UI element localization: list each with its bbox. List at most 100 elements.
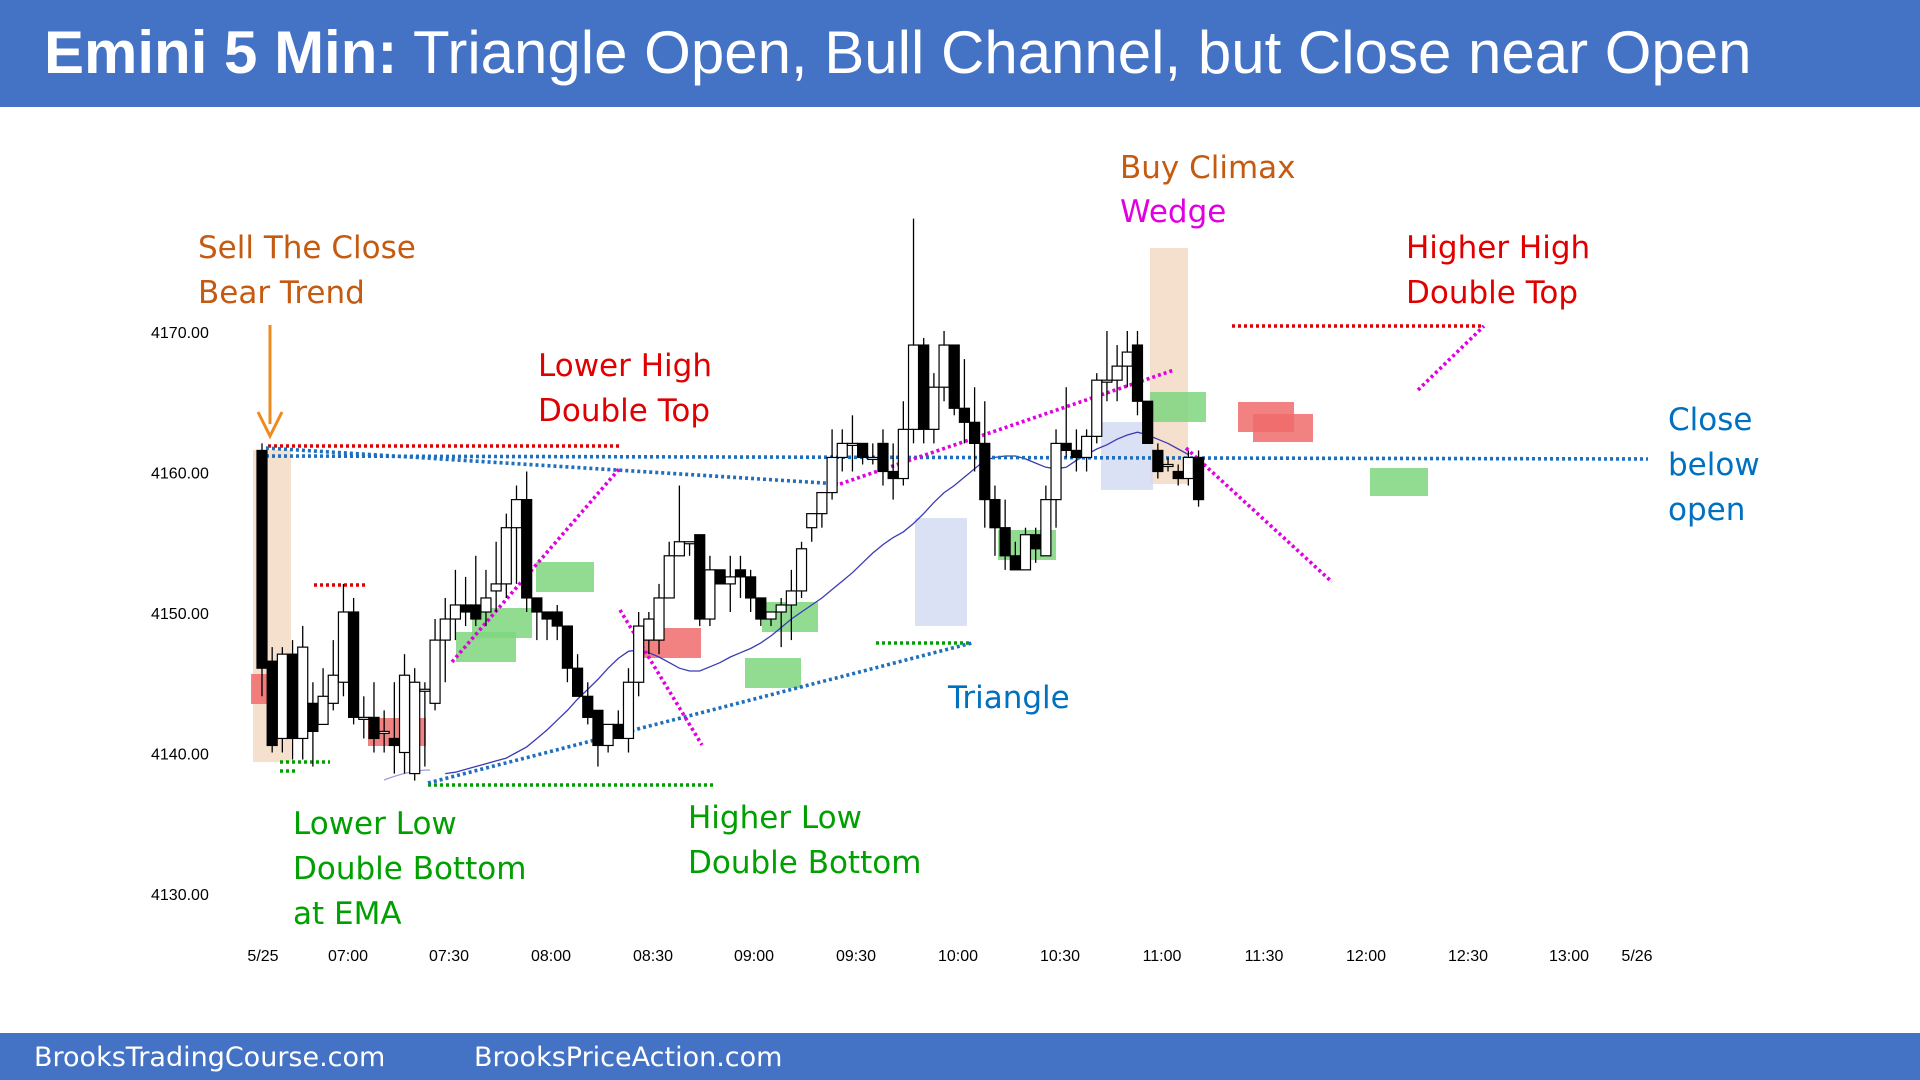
candle — [460, 576, 472, 627]
candle-bear-body — [286, 653, 299, 740]
candle-bear-body — [592, 709, 604, 747]
title-prefix: Emini 5 Min: — [44, 19, 398, 86]
annotation-line: Double Bottom — [293, 851, 526, 887]
candle — [409, 668, 421, 781]
y-tick-label: 4140.00 — [151, 747, 209, 764]
x-tick-label: 13:00 — [1549, 948, 1589, 965]
footer-bar: BrooksTradingCourse.com BrooksPriceActio… — [0, 1033, 1920, 1080]
candle — [795, 541, 808, 598]
candle — [541, 611, 553, 641]
candle — [256, 443, 268, 697]
candle — [1060, 387, 1072, 458]
candle-bull-body — [928, 386, 940, 430]
candle-bear-body — [368, 716, 380, 740]
x-tick-label: 07:00 — [328, 948, 368, 965]
candle-bull-body — [510, 499, 523, 529]
candle — [867, 443, 879, 465]
y-tick-label: 4160.00 — [151, 466, 209, 483]
candle — [877, 429, 889, 486]
candle-bear-body — [521, 499, 533, 599]
highlight-green-box — [1150, 392, 1206, 422]
candle-bull-body — [633, 625, 645, 683]
x-tick-label: 07:30 — [429, 948, 469, 965]
candle — [337, 583, 350, 697]
candle-bull-body — [480, 597, 492, 613]
candle — [806, 513, 818, 542]
candle — [745, 569, 757, 612]
candle-bull-body — [897, 428, 909, 480]
candle-bull-body — [1050, 442, 1062, 501]
annotation-line: Higher Low — [688, 800, 862, 836]
x-tick-label: 12:00 — [1346, 948, 1386, 965]
candle-bear-body — [887, 470, 899, 480]
line-magenta-dotted — [1184, 446, 1334, 584]
annotation-line: Bear Trend — [198, 275, 365, 311]
candle — [1091, 373, 1103, 444]
candle-bear-body — [1131, 344, 1144, 402]
candle-bear-body — [1009, 555, 1021, 571]
candle-bear-body — [551, 611, 563, 627]
candle — [694, 534, 706, 627]
candle-bull-body — [622, 681, 635, 740]
annotation-line: open — [1668, 492, 1745, 528]
candle-bull-body — [683, 541, 696, 545]
candle — [480, 569, 492, 627]
candle — [327, 640, 339, 711]
line-magenta-dotted — [839, 368, 1175, 486]
candle-bear-body — [989, 499, 1001, 529]
candle-bull-body — [1091, 379, 1103, 437]
candle — [561, 625, 574, 683]
x-tick-label: 10:00 — [938, 948, 978, 965]
candle — [1101, 331, 1113, 402]
candle — [755, 597, 767, 627]
footer-link-course[interactable]: BrooksTradingCourse.com — [34, 1042, 386, 1073]
candle-bear-body — [541, 611, 553, 620]
candle-bear-body — [714, 569, 726, 585]
candle-bear-body — [1152, 449, 1164, 473]
candle — [368, 682, 380, 753]
candle — [582, 682, 594, 725]
candle — [734, 555, 747, 598]
candle-bull-body — [765, 611, 777, 620]
candle-bull-body — [409, 681, 421, 775]
candle — [317, 668, 329, 725]
highlight-green-box — [745, 658, 801, 688]
candle-bull-body — [276, 653, 288, 740]
x-tick-label: 11:30 — [1245, 948, 1284, 965]
candle — [531, 597, 543, 641]
candle — [1142, 400, 1154, 445]
candle-bear-body — [734, 569, 747, 578]
candle-bear-body — [388, 737, 400, 747]
candle — [846, 415, 859, 472]
candle — [775, 597, 787, 648]
candle-bear-body — [1060, 442, 1072, 452]
candle — [348, 597, 360, 725]
highlight-green-box — [1370, 468, 1428, 496]
annotation-sell-the-close: Sell The Close Bear Trend — [198, 230, 416, 311]
candle — [622, 668, 635, 753]
line-magenta-dotted — [1416, 324, 1486, 392]
candle — [1070, 429, 1083, 472]
footer-link-price-action[interactable]: BrooksPriceAction.com — [474, 1042, 783, 1073]
line-magenta-dotted — [450, 466, 622, 664]
candle — [429, 619, 441, 711]
candle-bull-body — [500, 527, 512, 585]
candle-bear-body — [745, 576, 757, 599]
candle — [439, 597, 451, 683]
candle-bear-body — [307, 702, 319, 733]
candle — [551, 604, 563, 641]
candle — [765, 611, 777, 627]
candle — [887, 443, 899, 500]
candle-bull-body — [449, 604, 462, 620]
line-blue-dotted — [427, 641, 973, 785]
annotation-line: Higher High — [1406, 230, 1590, 266]
title-bar: Emini 5 Min: Triangle Open, Bull Channel… — [0, 0, 1920, 107]
candle-bull-body — [602, 723, 614, 747]
candle-bear-body — [561, 625, 574, 669]
candle-bear-body — [958, 407, 971, 423]
candle-bull-body — [398, 674, 411, 754]
candle — [1040, 485, 1052, 557]
candle-bull-body — [826, 456, 838, 494]
candle-bull-body — [775, 604, 787, 613]
candle-bull-body — [846, 442, 859, 446]
